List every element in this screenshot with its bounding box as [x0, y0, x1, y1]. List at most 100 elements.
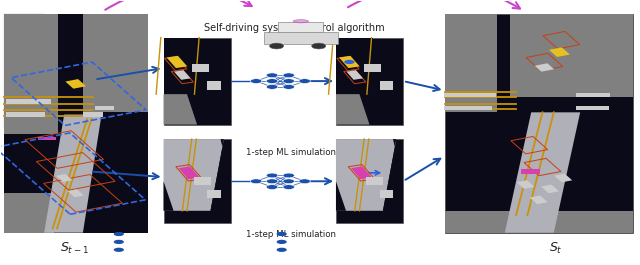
Polygon shape	[65, 79, 86, 89]
Circle shape	[312, 43, 326, 49]
Bar	[591, 93, 611, 97]
Polygon shape	[516, 180, 534, 189]
Bar	[20, 99, 39, 104]
Bar	[15, 112, 33, 117]
Polygon shape	[164, 38, 200, 99]
Polygon shape	[383, 139, 403, 211]
Polygon shape	[179, 166, 200, 179]
Bar	[38, 137, 56, 140]
Bar	[264, 32, 338, 44]
Polygon shape	[90, 14, 148, 112]
Polygon shape	[293, 20, 308, 23]
Polygon shape	[83, 14, 148, 112]
Bar	[192, 64, 209, 72]
Polygon shape	[4, 14, 58, 134]
Polygon shape	[164, 181, 173, 211]
Bar	[380, 81, 393, 90]
Circle shape	[269, 43, 284, 49]
Bar	[31, 99, 51, 104]
Circle shape	[276, 240, 287, 244]
Polygon shape	[549, 47, 570, 57]
Circle shape	[283, 85, 294, 89]
Bar	[336, 139, 403, 223]
Bar	[444, 106, 464, 110]
Text: 1-step ML simulation: 1-step ML simulation	[246, 148, 336, 157]
Bar	[164, 139, 230, 223]
Polygon shape	[511, 14, 633, 97]
Bar	[457, 106, 477, 110]
Bar	[576, 106, 595, 110]
Bar	[6, 99, 25, 104]
Polygon shape	[339, 56, 360, 68]
Circle shape	[299, 79, 310, 83]
Polygon shape	[351, 166, 372, 179]
Circle shape	[114, 248, 124, 252]
Text: $S_{t-1}$: $S_{t-1}$	[60, 241, 88, 257]
Circle shape	[283, 173, 294, 178]
Bar	[26, 112, 45, 117]
Polygon shape	[68, 189, 84, 197]
Bar	[83, 112, 102, 117]
Bar	[207, 81, 221, 90]
Bar	[194, 177, 211, 186]
Bar	[459, 93, 479, 97]
Polygon shape	[166, 56, 188, 68]
Circle shape	[283, 73, 294, 78]
Polygon shape	[44, 114, 102, 233]
Polygon shape	[530, 196, 548, 204]
Polygon shape	[164, 94, 197, 125]
Bar	[4, 14, 148, 233]
Bar	[364, 64, 381, 72]
Circle shape	[283, 79, 294, 83]
Polygon shape	[445, 211, 633, 233]
Polygon shape	[336, 139, 396, 211]
Circle shape	[250, 179, 262, 184]
Polygon shape	[346, 70, 363, 80]
Polygon shape	[445, 14, 497, 112]
Polygon shape	[336, 94, 369, 125]
Bar	[6, 112, 25, 117]
Circle shape	[266, 79, 278, 83]
Bar	[445, 14, 633, 233]
Bar	[336, 38, 403, 125]
Polygon shape	[211, 139, 230, 211]
Circle shape	[344, 60, 355, 64]
Polygon shape	[505, 112, 580, 233]
Polygon shape	[4, 193, 54, 233]
Circle shape	[266, 173, 278, 178]
Circle shape	[266, 185, 278, 189]
Polygon shape	[336, 38, 373, 99]
Bar	[278, 21, 323, 32]
Polygon shape	[534, 63, 554, 72]
Bar	[576, 93, 595, 97]
Bar	[207, 190, 221, 198]
Text: $S_t$: $S_t$	[550, 241, 563, 257]
Bar	[164, 38, 230, 125]
Polygon shape	[174, 70, 191, 80]
Circle shape	[276, 232, 287, 236]
Circle shape	[266, 73, 278, 78]
Polygon shape	[554, 174, 572, 182]
Polygon shape	[56, 174, 72, 182]
Polygon shape	[164, 139, 224, 211]
Polygon shape	[541, 184, 559, 193]
Text: Self-driving system control algorithm: Self-driving system control algorithm	[204, 23, 385, 33]
FancyArrowPatch shape	[348, 0, 520, 8]
Circle shape	[250, 79, 262, 83]
Circle shape	[283, 179, 294, 184]
Circle shape	[266, 179, 278, 184]
Bar	[521, 169, 540, 174]
Bar	[476, 93, 496, 97]
Polygon shape	[4, 206, 50, 233]
Bar	[444, 93, 464, 97]
Bar	[472, 106, 492, 110]
Circle shape	[266, 85, 278, 89]
Text: 1-step ML simulation: 1-step ML simulation	[246, 230, 336, 239]
Circle shape	[114, 240, 124, 244]
Bar	[95, 106, 114, 110]
Polygon shape	[83, 14, 148, 62]
Circle shape	[283, 185, 294, 189]
FancyArrowPatch shape	[105, 0, 252, 10]
Circle shape	[114, 232, 124, 236]
Bar	[380, 190, 393, 198]
